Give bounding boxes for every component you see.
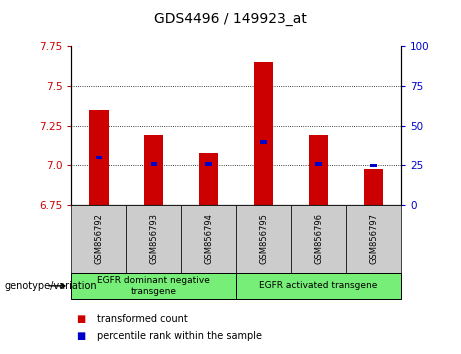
Bar: [236, 205, 291, 273]
Bar: [181, 205, 236, 273]
Text: GSM856792: GSM856792: [95, 213, 103, 264]
Text: GDS4496 / 149923_at: GDS4496 / 149923_at: [154, 12, 307, 27]
Bar: [71, 205, 126, 273]
Text: ■: ■: [76, 331, 85, 341]
Bar: [95, 156, 102, 159]
Bar: [236, 273, 401, 299]
Text: genotype/variation: genotype/variation: [5, 281, 97, 291]
Bar: [315, 162, 322, 166]
Bar: [309, 135, 328, 205]
Bar: [89, 110, 108, 205]
Bar: [71, 273, 236, 299]
Bar: [206, 162, 212, 166]
Bar: [370, 164, 377, 167]
Bar: [346, 205, 401, 273]
Bar: [364, 169, 383, 205]
Bar: [254, 62, 273, 205]
Bar: [151, 162, 157, 166]
Text: ■: ■: [76, 314, 85, 324]
Bar: [126, 205, 181, 273]
Bar: [144, 135, 164, 205]
Text: GSM856796: GSM856796: [314, 213, 323, 264]
Text: GSM856795: GSM856795: [259, 213, 268, 264]
Text: transformed count: transformed count: [97, 314, 188, 324]
Bar: [260, 140, 267, 143]
Text: GSM856794: GSM856794: [204, 213, 213, 264]
Text: GSM856793: GSM856793: [149, 213, 159, 264]
Text: percentile rank within the sample: percentile rank within the sample: [97, 331, 262, 341]
Text: GSM856797: GSM856797: [369, 213, 378, 264]
Bar: [291, 205, 346, 273]
Text: EGFR activated transgene: EGFR activated transgene: [260, 281, 378, 290]
Bar: [199, 153, 219, 205]
Text: EGFR dominant negative
transgene: EGFR dominant negative transgene: [97, 276, 210, 296]
